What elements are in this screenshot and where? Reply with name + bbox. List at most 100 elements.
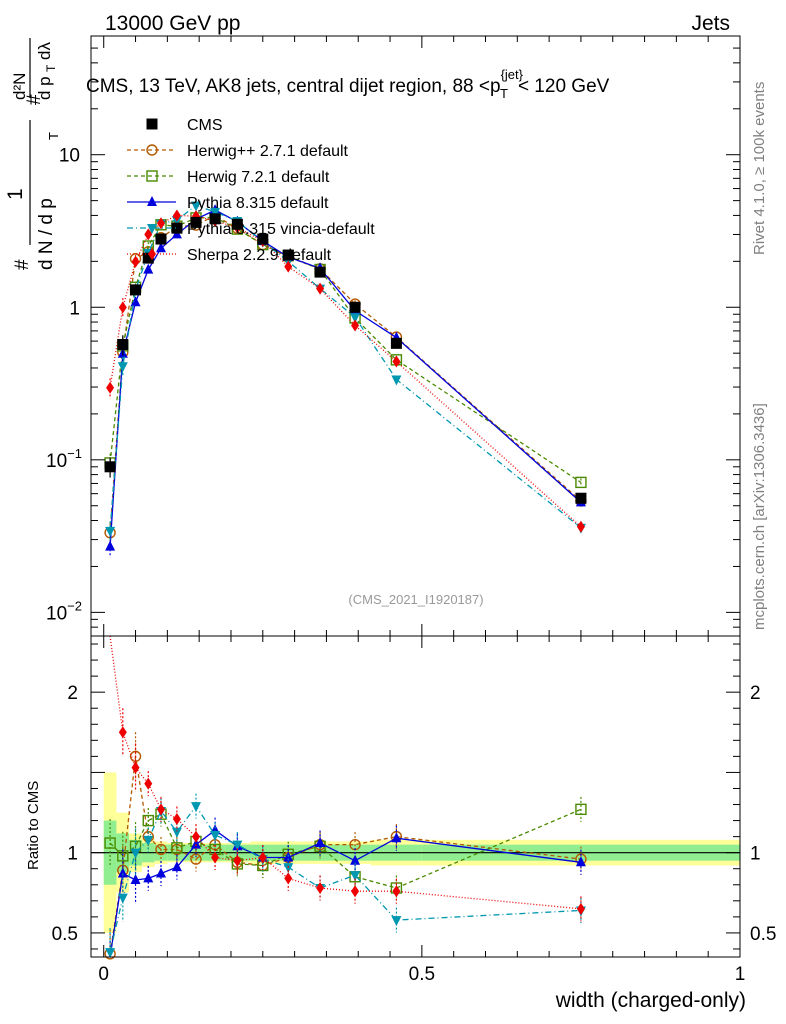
herwig-2-7-1-default-ratio-point	[155, 843, 167, 856]
legend-label: Pythia 8.315 default	[187, 195, 329, 212]
sherpa-2-2-9-default-point	[144, 228, 153, 241]
title-sup: {jet}	[501, 67, 524, 82]
pythia-8-315-vincia-default-series	[105, 201, 586, 542]
legend-entry-5: Sherpa 2.2.9 default	[127, 247, 332, 264]
herwig-7-2-1-default-point	[575, 476, 587, 489]
legend-entry-4: Pythia 8.315 vincia-default	[127, 221, 375, 238]
pythia-8-315-default-ratio-point	[117, 867, 128, 878]
pythia-8-315-default-point	[130, 296, 141, 307]
title-suffix: < 120 GeV	[518, 76, 610, 97]
cms-data-point	[231, 218, 243, 230]
energy-label: 13000 GeV pp	[105, 12, 240, 35]
pythia-8-315-vincia-default-point	[105, 526, 116, 537]
pythia-8-315-vincia-default-point	[117, 362, 128, 373]
cms-data-point	[282, 249, 294, 261]
legend-marker	[147, 224, 157, 234]
chart-title: CMS, 13 TeV, AK8 jets, central dijet reg…	[86, 67, 610, 101]
legend-entry-0: CMS	[146, 117, 223, 134]
sherpa-2-2-9-default-line	[109, 214, 582, 528]
legend-label: Herwig 7.2.1 default	[187, 169, 330, 186]
ylabel-t1: T	[46, 132, 61, 140]
sherpa-2-2-9-default-ratio-point	[211, 851, 220, 864]
pythia-8-315-vincia-default-point	[210, 207, 221, 218]
sherpa-2-2-9-default-point	[131, 255, 140, 268]
ylabel-hash-1: #	[12, 259, 33, 270]
title-sub: T	[500, 86, 508, 101]
x-axis-label: width (charged-only)	[555, 989, 746, 1012]
cms-data-point	[104, 461, 116, 473]
herwig-2-7-1-default-line	[109, 214, 582, 533]
sherpa-2-2-9-default-ratio-point	[156, 803, 165, 816]
ylabel-dp: d p	[35, 76, 54, 100]
pythia-8-315-vincia-default-point	[391, 375, 402, 386]
cms-data-point	[171, 222, 183, 234]
sherpa-2-2-9-default-point	[576, 520, 585, 533]
ratio-y-tick-label-right: 1	[750, 844, 761, 865]
sherpa-2-2-9-default-point	[284, 260, 293, 273]
legend-label: CMS	[187, 117, 223, 134]
main-panel: 10−2 10−1 1 10 CMS, 13 TeV, AK8 jets, centr…	[4, 35, 741, 637]
ratio-uncertainty-bands	[91, 772, 740, 933]
pythia-8-315-default-ratio-point	[155, 867, 166, 878]
category-label: Jets	[691, 12, 730, 35]
pythia-8-315-vincia-default-point	[350, 313, 361, 324]
legend-marker	[146, 118, 158, 130]
legend-label: Herwig++ 2.7.1 default	[187, 143, 349, 160]
rivet-version-label: Rivet 4.1.0, ≥ 100k events	[751, 82, 768, 255]
cms-data-point	[142, 252, 154, 264]
cms-data-point	[575, 492, 587, 504]
sherpa-2-2-9-default-ratio-series	[109, 635, 585, 922]
sherpa-2-2-9-default-point	[156, 217, 165, 230]
sherpa-2-2-9-default-ratio-point	[284, 872, 293, 885]
ratio-axes: 0 0.5 10.5 0.51 12 2	[52, 636, 776, 985]
pythia-8-315-default-ratio-point	[350, 854, 361, 865]
ylabel-t2: T	[44, 64, 58, 72]
pythia-8-315-default-ratio-point	[143, 872, 154, 883]
pythia-8-315-default-series	[105, 204, 586, 558]
pythia-8-315-vincia-default-ratio-point	[232, 840, 243, 851]
sherpa-2-2-9-default-ratio-point	[172, 812, 181, 825]
sherpa-2-2-9-default-ratio-point	[131, 761, 140, 774]
pythia-8-315-default-ratio-point	[171, 861, 182, 872]
pythia-8-315-default-ratio-point	[575, 856, 586, 867]
sherpa-2-2-9-default-ratio-point	[316, 881, 325, 894]
pythia-8-315-default-ratio-point	[190, 838, 201, 849]
pythia-8-315-default-point	[143, 263, 154, 274]
pythia-8-315-default-ratio-point	[391, 832, 402, 843]
main-y-tick-label: 10−2	[46, 598, 82, 624]
pythia-8-315-vincia-default-ratio-point	[105, 948, 116, 959]
cms-data-point	[257, 233, 269, 245]
sherpa-2-2-9-default-ratio-point	[118, 726, 127, 739]
legend-marker	[146, 144, 158, 156]
sherpa-2-2-9-default-point	[106, 381, 115, 394]
pythia-8-315-vincia-default-ratio-point	[391, 916, 402, 927]
pythia-8-315-default-point	[155, 242, 166, 253]
pythia-8-315-vincia-default-ratio-point	[350, 871, 361, 882]
sherpa-2-2-9-default-point	[351, 319, 360, 332]
sherpa-2-2-9-default-ratio-point	[392, 885, 401, 898]
pythia-8-315-vincia-default-ratio-line	[109, 804, 581, 953]
cms-data-point	[390, 337, 402, 349]
sherpa-2-2-9-default-point	[316, 282, 325, 295]
cms-data-point	[349, 301, 361, 313]
ratio-y-tick-label: 2	[67, 683, 78, 704]
legend-marker	[146, 170, 158, 182]
legend: CMS Herwig++ 2.7.1 default Herwig 7.2.1 de…	[127, 117, 375, 264]
main-y-tick-label: 10	[59, 146, 80, 167]
cms-data-point	[190, 216, 202, 228]
herwig-7-2-1-default-ratio-point	[104, 837, 116, 849]
ylabel-one: 1	[4, 188, 27, 200]
cms-data-point	[314, 266, 326, 278]
cms-data-point	[155, 233, 167, 245]
pythia-8-315-vincia-default-ratio-point	[143, 835, 154, 846]
sherpa-2-2-9-default-ratio-point	[351, 885, 360, 898]
ratio-frame	[90, 635, 741, 958]
title-prefix: CMS, 13 TeV, AK8 jets, central dijet reg…	[86, 76, 501, 97]
sherpa-2-2-9-default-point	[118, 301, 127, 314]
legend-label: Pythia 8.315 vincia-default	[187, 221, 375, 238]
cms-data-point	[209, 213, 221, 225]
pythia-8-315-vincia-default-point	[190, 201, 201, 212]
legend-entry-3: Pythia 8.315 default	[127, 195, 329, 212]
herwig-7-2-1-default-ratio-point	[142, 814, 154, 827]
